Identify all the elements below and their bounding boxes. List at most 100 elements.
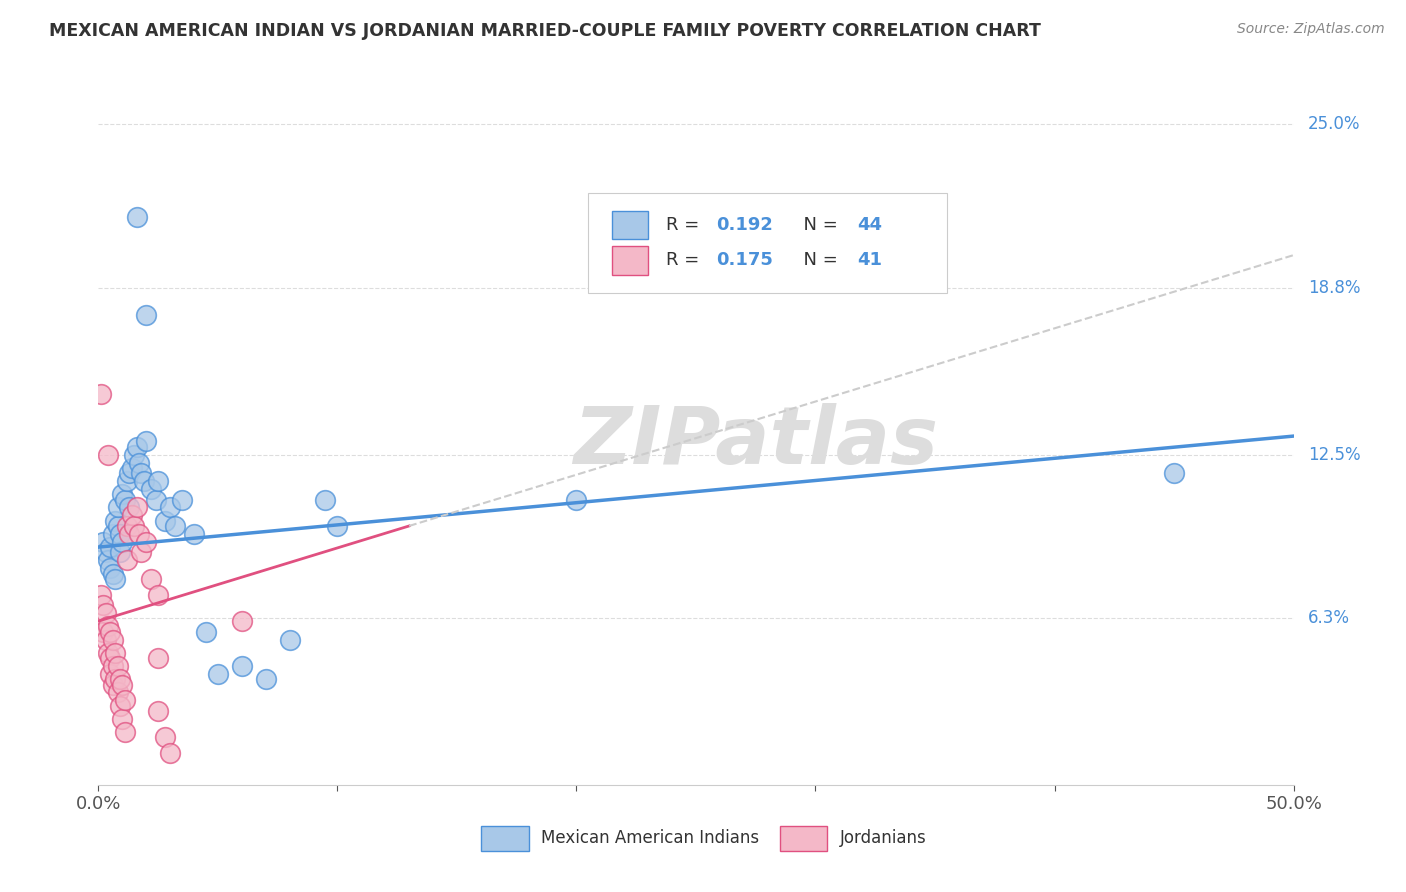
Point [107, 685, 129, 699]
Point [135, 434, 157, 449]
Point [278, 632, 301, 647]
Point [231, 659, 253, 673]
Point [124, 448, 146, 462]
Point [183, 527, 205, 541]
Point [155, 731, 177, 745]
Point [135, 308, 157, 322]
Text: 18.8%: 18.8% [1308, 279, 1361, 297]
Point [97, 553, 120, 567]
Point [98, 667, 122, 681]
Point [231, 614, 253, 628]
Point [135, 534, 157, 549]
Point [101, 566, 124, 581]
FancyBboxPatch shape [613, 211, 648, 239]
Text: Mexican American Indians: Mexican American Indians [541, 830, 759, 847]
Point [118, 466, 141, 480]
Point [114, 725, 136, 739]
Point [98, 561, 122, 575]
Point [159, 500, 181, 515]
FancyBboxPatch shape [613, 246, 648, 275]
Text: N =: N = [792, 216, 844, 234]
Text: 0.175: 0.175 [716, 252, 773, 269]
Point [104, 672, 127, 686]
Point [115, 474, 138, 488]
Point [94, 545, 117, 559]
Text: Source: ZipAtlas.com: Source: ZipAtlas.com [1237, 22, 1385, 37]
Point [125, 500, 148, 515]
Point [139, 482, 162, 496]
Point [98, 540, 122, 554]
Point [115, 519, 138, 533]
Text: MEXICAN AMERICAN INDIAN VS JORDANIAN MARRIED-COUPLE FAMILY POVERTY CORRELATION C: MEXICAN AMERICAN INDIAN VS JORDANIAN MAR… [49, 22, 1040, 40]
Point [97, 646, 120, 660]
Text: ZIPatlas: ZIPatlas [574, 403, 938, 482]
Point [118, 500, 141, 515]
Point [91, 534, 114, 549]
Text: 44: 44 [858, 216, 883, 234]
Point [128, 456, 150, 470]
Point [91, 599, 114, 613]
Point [108, 672, 131, 686]
Point [111, 677, 134, 691]
Point [163, 519, 186, 533]
Point [108, 698, 131, 713]
Point [107, 519, 129, 533]
Point [108, 545, 131, 559]
Point [148, 651, 170, 665]
Point [98, 651, 122, 665]
Text: N =: N = [792, 252, 844, 269]
Point [101, 632, 124, 647]
Point [131, 466, 153, 480]
Point [195, 624, 218, 639]
Point [90, 386, 112, 401]
Point [111, 712, 134, 726]
Point [111, 487, 134, 501]
Point [145, 492, 167, 507]
Point [125, 210, 148, 224]
Point [148, 588, 170, 602]
Text: 0.192: 0.192 [716, 216, 773, 234]
Point [114, 693, 136, 707]
Point [101, 659, 124, 673]
Point [207, 667, 229, 681]
Point [94, 606, 117, 620]
Text: Jordanians: Jordanians [839, 830, 927, 847]
Point [148, 704, 170, 718]
Point [94, 632, 117, 647]
Point [172, 492, 194, 507]
Point [326, 519, 349, 533]
Point [101, 677, 124, 691]
Point [91, 624, 114, 639]
Point [107, 659, 129, 673]
Point [97, 448, 120, 462]
Point [121, 508, 143, 523]
FancyBboxPatch shape [481, 826, 529, 851]
Text: 12.5%: 12.5% [1308, 446, 1361, 464]
Point [111, 534, 134, 549]
FancyBboxPatch shape [780, 826, 828, 851]
Text: 41: 41 [858, 252, 883, 269]
Point [98, 624, 122, 639]
FancyBboxPatch shape [589, 193, 948, 293]
Point [108, 527, 131, 541]
Point [254, 672, 277, 686]
Point [132, 474, 155, 488]
Point [1163, 466, 1185, 480]
Point [101, 527, 124, 541]
Text: 25.0%: 25.0% [1308, 115, 1361, 133]
Text: R =: R = [666, 216, 704, 234]
Point [104, 646, 127, 660]
Point [121, 460, 143, 475]
Point [124, 519, 146, 533]
Point [115, 553, 138, 567]
Point [104, 572, 127, 586]
Point [315, 492, 337, 507]
Text: 6.3%: 6.3% [1308, 609, 1350, 627]
Point [90, 588, 112, 602]
Point [148, 474, 170, 488]
Point [139, 572, 162, 586]
Point [565, 492, 588, 507]
Point [131, 545, 153, 559]
Point [114, 492, 136, 507]
Point [104, 514, 127, 528]
